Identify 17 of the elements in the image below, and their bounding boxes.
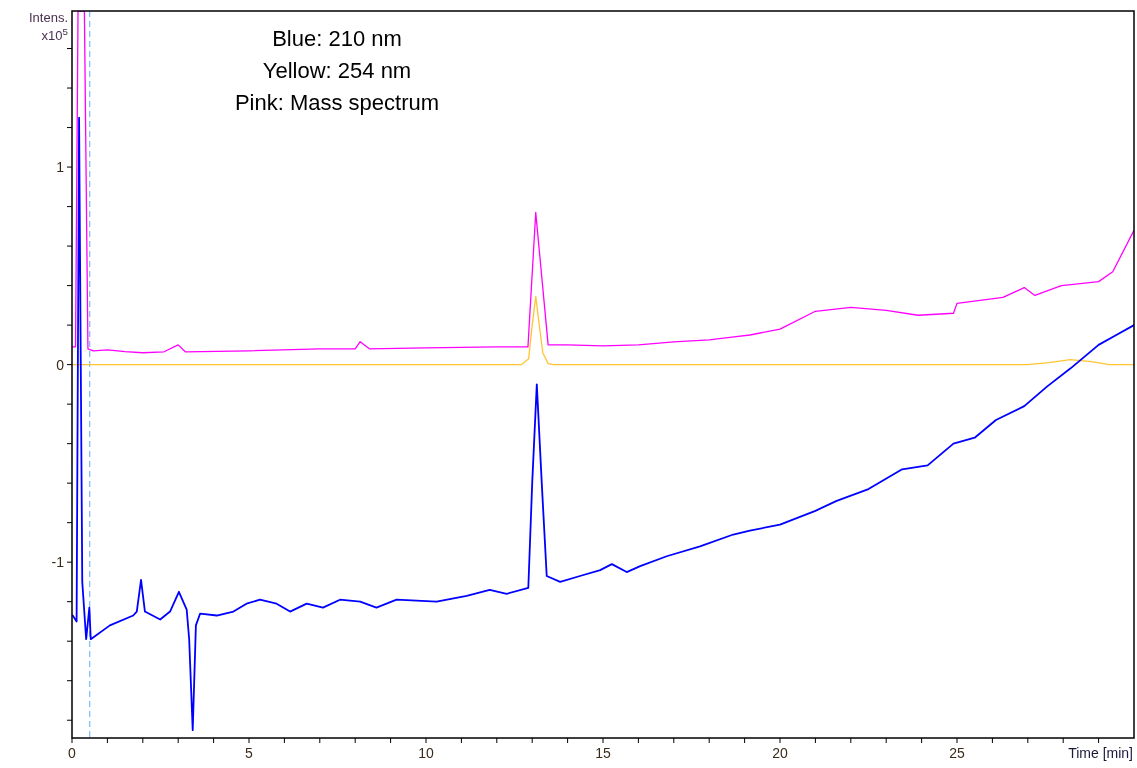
y-tick-label: 0 <box>56 356 65 373</box>
y-tick-label: 1 <box>56 159 65 176</box>
x-tick-label: 5 <box>245 745 254 761</box>
x-tick-label: 20 <box>772 745 788 761</box>
x-tick-label: 0 <box>68 745 77 761</box>
annotation: Pink: Mass spectrum <box>234 90 440 115</box>
x-tick-label: 15 <box>595 745 611 761</box>
annotation: Yellow: 254 nm <box>262 58 412 83</box>
annotation: Blue: 210 nm <box>272 26 402 51</box>
y-axis-title: Intens. x10$^{5}$ <box>28 10 69 43</box>
line-series <box>72 116 1134 731</box>
x-tick-label: 25 <box>949 745 965 761</box>
x-axis-title: Time [min] <box>1068 745 1133 761</box>
y-tick-label: -1 <box>51 554 65 571</box>
line-series <box>72 295 1134 366</box>
x-tick-label: 10 <box>418 745 434 761</box>
line-series <box>72 11 1134 354</box>
